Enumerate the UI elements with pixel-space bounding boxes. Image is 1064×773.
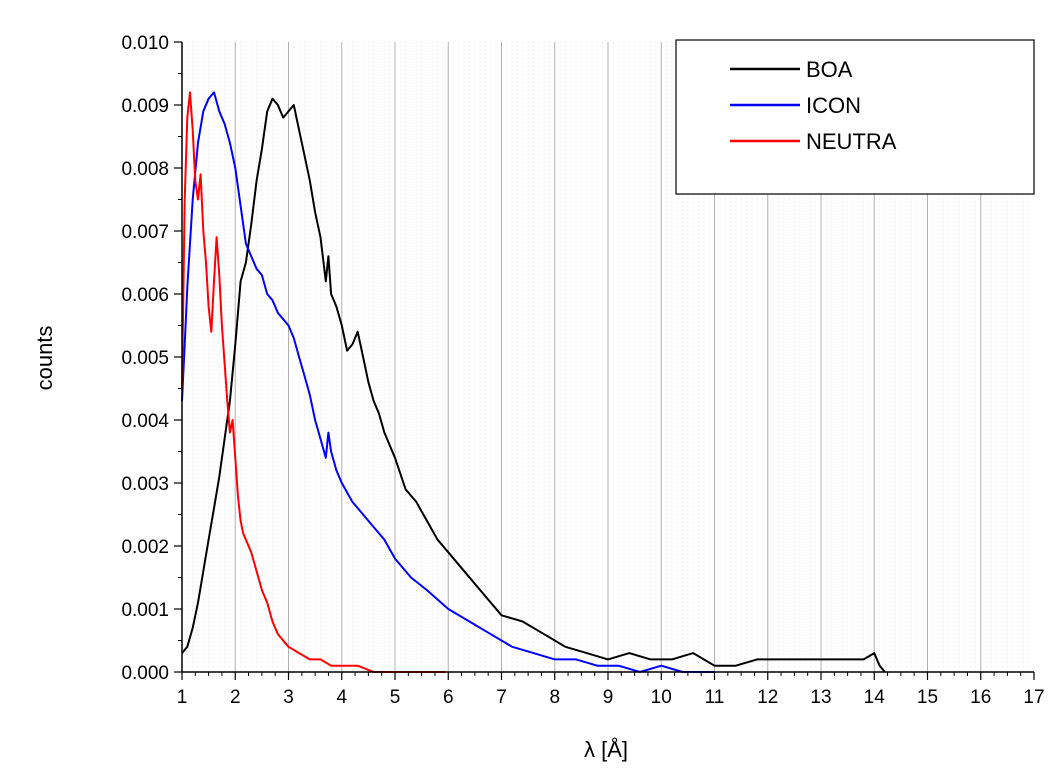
x-tick-label: 14 [864, 687, 886, 708]
x-tick-label: 5 [390, 687, 401, 708]
legend-label: NEUTRA [806, 129, 897, 154]
x-tick-label: 13 [810, 687, 831, 708]
y-tick-label: 0.010 [121, 33, 169, 54]
x-tick-label: 6 [443, 687, 454, 708]
x-tick-label: 17 [1023, 687, 1044, 708]
axes [174, 41, 1035, 680]
x-tick-label: 7 [496, 687, 507, 708]
legend-label: BOA [806, 57, 853, 82]
series-line-boa [181, 97, 886, 673]
series-line-neutra [181, 91, 446, 673]
legend-box [675, 39, 1035, 195]
y-tick-label: 0.007 [121, 222, 169, 243]
x-tick-label: 11 [705, 687, 725, 708]
x-tick-label: 8 [549, 687, 560, 708]
y-tick-label: 0.009 [121, 96, 169, 117]
y-tick-label: 0.004 [121, 411, 169, 432]
x-tick-label: 9 [603, 687, 614, 708]
x-tick-label: 1 [177, 687, 188, 708]
x-axis-title: λ [Å] [584, 737, 628, 762]
x-tick-label: 15 [917, 687, 938, 708]
x-tick-label: 2 [230, 687, 241, 708]
x-tick-label: 12 [757, 687, 778, 708]
tick-labels: 1 2 3 4 5 6 7 8 9 10 11 12 13 14 15 16 170.0000.0010.002… [121, 33, 1044, 708]
legend-label: ICON [806, 93, 861, 118]
x-tick-label: 16 [970, 687, 991, 708]
legend: BOA ICON NEUTRA [675, 39, 1035, 195]
y-tick-label: 0.005 [121, 348, 169, 369]
y-axis-title: counts [32, 326, 57, 391]
x-tick-label: 3 [283, 687, 294, 708]
y-tick-label: 0.003 [121, 474, 169, 495]
y-tick-label: 0.002 [121, 537, 169, 558]
x-tick-label: 10 [651, 687, 672, 708]
series-layer [181, 91, 886, 673]
y-tick-label: 0.001 [121, 600, 169, 621]
series-line-icon [181, 91, 715, 673]
y-tick-label: 0.000 [121, 663, 169, 684]
y-tick-label: 0.008 [121, 159, 169, 180]
y-tick-label: 0.006 [121, 285, 169, 306]
x-tick-label: 4 [336, 687, 347, 708]
